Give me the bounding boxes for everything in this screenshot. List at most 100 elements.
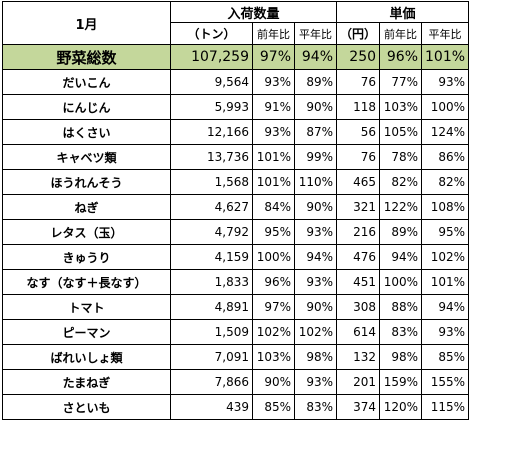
vegetable-market-table: 1月 入荷数量 単価 （トン） 前年比 平年比 （円） 前年比 平年比 野菜総数… [2,1,470,420]
volume-prev-year-cell: 95% [252,219,295,245]
vegetable-name-cell: キャベツ類 [2,144,171,170]
volume-cell: 9,564 [170,69,253,95]
table-row: にんじん 5,993 91% 90% 118 103% 100% [2,94,470,120]
volume-cell: 12,166 [170,119,253,145]
total-price-prev: 96% [379,44,423,70]
volume-cell: 4,792 [170,219,253,245]
total-name: 野菜総数 [2,44,171,70]
price-cell: 56 [335,119,381,145]
table-row: たまねぎ 7,866 90% 93% 201 159% 155% [2,369,470,395]
price-cell: 118 [335,94,381,120]
vegetable-name-cell: ピーマン [2,319,171,345]
volume-prev-year-cell: 102% [252,319,295,345]
volume-cell: 4,891 [170,294,253,320]
table-row: きゅうり 4,159 100% 94% 476 94% 102% [2,244,470,270]
vegetable-name-cell: レタス（玉） [2,219,171,245]
table-row: トマト 4,891 97% 90% 308 88% 94% [2,294,470,320]
volume-cell: 1,509 [170,319,253,345]
volume-avg-year-cell: 90% [294,294,337,320]
price-avg-year-cell: 93% [421,69,470,95]
price-prev-year-cell: 88% [379,294,423,320]
volume-avg-year-cell: 93% [294,219,337,245]
vegetable-name-cell: トマト [2,294,171,320]
volume-prev-year-cell: 93% [252,69,295,95]
price-group-header: 単価 [335,1,470,23]
table-row: キャベツ類 13,736 101% 99% 76 78% 86% [2,144,470,170]
price-avg-year-cell: 93% [421,319,470,345]
volume-avg-year-header: 平年比 [294,22,337,45]
price-prev-year-cell: 78% [379,144,423,170]
volume-prev-year-cell: 100% [252,244,295,270]
vegetable-name-cell: なす（なす＋長なす） [2,269,171,295]
volume-prev-year-cell: 101% [252,144,295,170]
price-prev-year-cell: 98% [379,344,423,370]
volume-prev-year-cell: 96% [252,269,295,295]
price-cell: 216 [335,219,381,245]
price-cell: 201 [335,369,381,395]
header-row-2: （トン） 前年比 平年比 （円） 前年比 平年比 [3,22,470,45]
table-row: ばれいしょ類 7,091 103% 98% 132 98% 85% [2,344,470,370]
volume-cell: 4,627 [170,194,253,220]
volume-prev-year-cell: 85% [252,394,295,420]
price-avg-year-cell: 82% [421,169,470,195]
price-avg-year-header: 平年比 [421,22,470,45]
vegetable-table-container: 1月 入荷数量 単価 （トン） 前年比 平年比 （円） 前年比 平年比 野菜総数… [2,1,470,420]
month-header: 1月 [2,1,171,45]
volume-group-header: 入荷数量 [170,1,337,23]
price-avg-year-cell: 100% [421,94,470,120]
price-prev-year-cell: 159% [379,369,423,395]
price-prev-year-cell: 120% [379,394,423,420]
price-avg-year-cell: 101% [421,269,470,295]
volume-avg-year-cell: 93% [294,269,337,295]
vegetable-name-cell: さといも [2,394,171,420]
vegetable-name-cell: きゅうり [2,244,171,270]
volume-cell: 7,866 [170,369,253,395]
price-cell: 374 [335,394,381,420]
volume-cell: 4,159 [170,244,253,270]
volume-prev-year-cell: 93% [252,119,295,145]
volume-avg-year-cell: 110% [294,169,337,195]
volume-cell: 5,993 [170,94,253,120]
price-cell: 476 [335,244,381,270]
table-row: ほうれんそう 1,568 101% 110% 465 82% 82% [2,169,470,195]
price-cell: 76 [335,69,381,95]
table-row: レタス（玉） 4,792 95% 93% 216 89% 95% [2,219,470,245]
total-price: 250 [335,44,381,70]
vegetable-name-cell: ばれいしょ類 [2,344,171,370]
volume-prev-year-cell: 103% [252,344,295,370]
volume-avg-year-cell: 93% [294,369,337,395]
volume-cell: 439 [170,394,253,420]
volume-avg-year-cell: 94% [294,244,337,270]
volume-cell: 13,736 [170,144,253,170]
price-avg-year-cell: 94% [421,294,470,320]
volume-prev-year-cell: 91% [252,94,295,120]
volume-avg-year-cell: 99% [294,144,337,170]
volume-cell: 7,091 [170,344,253,370]
vegetable-name-cell: にんじん [2,94,171,120]
price-prev-year-header: 前年比 [379,22,423,45]
vegetable-name-cell: だいこん [2,69,171,95]
price-avg-year-cell: 102% [421,244,470,270]
header-row-1: 1月 入荷数量 単価 [2,1,470,45]
table-row: ねぎ 4,627 84% 90% 321 122% 108% [2,194,470,220]
volume-avg-year-cell: 90% [294,194,337,220]
volume-prev-year-cell: 97% [252,294,295,320]
total-row: 野菜総数 107,259 97% 94% 250 96% 101% [2,44,470,70]
total-price-avg: 101% [421,44,470,70]
table-row: ピーマン 1,509 102% 102% 614 83% 93% [2,319,470,345]
price-cell: 308 [335,294,381,320]
total-volume-prev: 97% [252,44,295,70]
vegetable-name-cell: はくさい [2,119,171,145]
price-avg-year-cell: 115% [421,394,470,420]
volume-cell: 1,568 [170,169,253,195]
volume-prev-year-cell: 90% [252,369,295,395]
price-avg-year-cell: 155% [421,369,470,395]
table-row: はくさい 12,166 93% 87% 56 105% 124% [2,119,470,145]
price-avg-year-cell: 95% [421,219,470,245]
price-prev-year-cell: 103% [379,94,423,120]
volume-avg-year-cell: 102% [294,319,337,345]
volume-avg-year-cell: 87% [294,119,337,145]
price-prev-year-cell: 77% [379,69,423,95]
price-prev-year-cell: 105% [379,119,423,145]
price-prev-year-cell: 82% [379,169,423,195]
